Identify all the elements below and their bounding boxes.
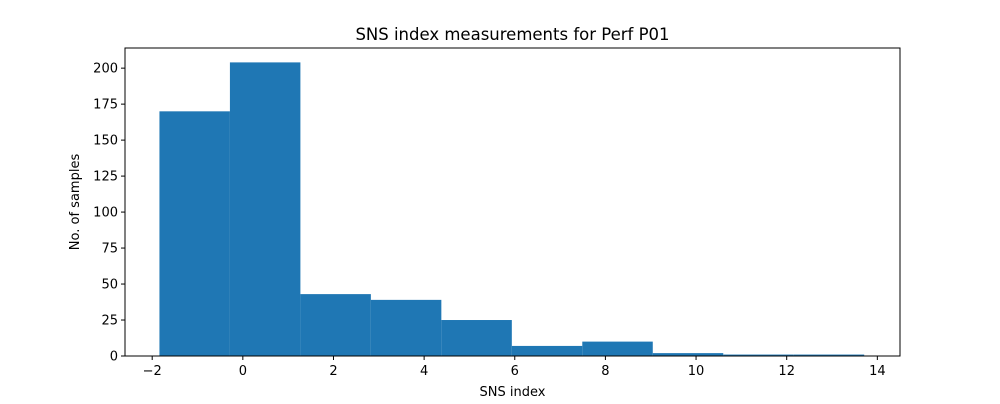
histogram-bar: [229, 62, 301, 357]
histogram-bar: [511, 345, 583, 356]
y-tick-label: 50: [101, 278, 118, 293]
x-tick-label: 14: [869, 364, 886, 379]
y-tick-label: 175: [93, 98, 118, 113]
y-tick-label: 150: [93, 134, 118, 149]
bars-group: [159, 62, 865, 357]
y-axis-label: No. of samples: [68, 154, 83, 251]
y-ticks-group: 0 25 50 75 100 125 150 175 200: [93, 62, 125, 365]
histogram-bar: [723, 354, 794, 356]
plot-frame: [124, 47, 901, 357]
y-tick-label: 100: [93, 206, 118, 221]
histogram-bar: [159, 111, 230, 356]
y-tick-label: 200: [93, 62, 118, 77]
x-tick-label: 12: [778, 364, 795, 379]
x-tick-label: 6: [511, 364, 519, 379]
y-tick-label: 75: [101, 242, 118, 257]
x-axis-label: SNS index: [480, 385, 546, 400]
y-tick-label: 0: [110, 350, 118, 365]
x-tick-label: 2: [329, 364, 337, 379]
histogram-bar: [652, 353, 724, 356]
histogram-bar: [793, 354, 865, 356]
histogram-bar: [582, 341, 653, 356]
x-tick-label: 10: [688, 364, 705, 379]
y-tick-label: 25: [101, 314, 118, 329]
y-tick-label: 125: [93, 170, 118, 185]
x-tick-label: 8: [601, 364, 609, 379]
chart-title: SNS index measurements for Perf P01: [355, 25, 669, 44]
x-tick-label: 0: [239, 364, 247, 379]
x-tick-label: 4: [420, 364, 428, 379]
histogram-bar: [300, 294, 371, 356]
histogram-bar: [441, 320, 512, 356]
x-tick-label: −2: [143, 364, 162, 379]
histogram-bar: [370, 299, 442, 356]
x-ticks-group: −2 0 2 4 6 8 10 12 14: [143, 356, 886, 379]
